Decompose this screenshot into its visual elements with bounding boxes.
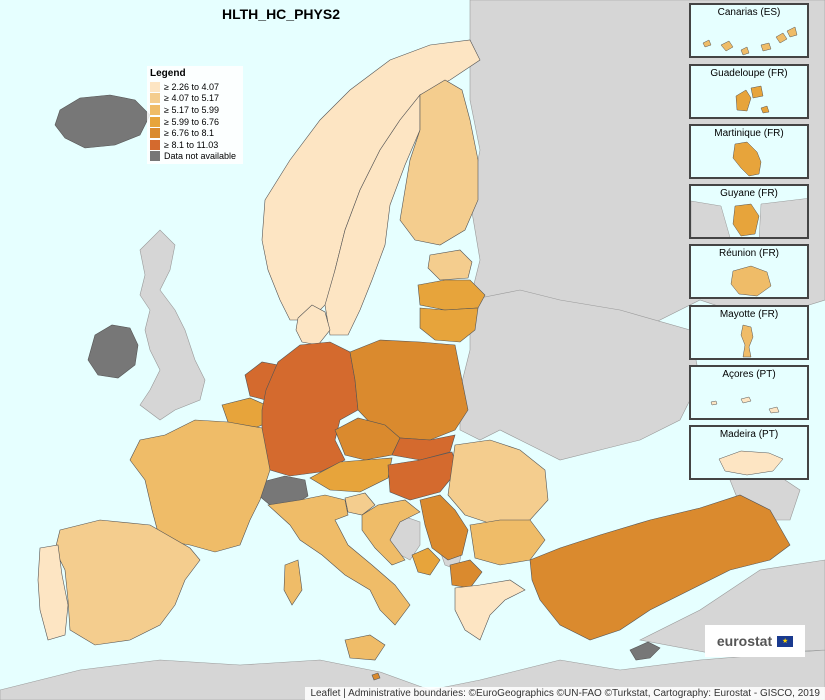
- country-north-macedonia: [449, 559, 483, 589]
- data-not-available-regions: [54, 94, 661, 661]
- country-lithuania: [419, 307, 479, 343]
- inset-shape: [740, 324, 754, 358]
- country-portugal: [37, 544, 69, 641]
- legend-item: ≥ 8.1 to 11.03: [150, 139, 240, 151]
- inset-shape: [691, 198, 807, 237]
- legend-swatch: [150, 139, 160, 150]
- legend-swatch: [150, 93, 160, 104]
- country-spain: [54, 519, 201, 646]
- country-greece: [454, 579, 526, 641]
- inset-shape: [735, 85, 770, 114]
- country-france: [129, 419, 271, 553]
- ireland: [87, 324, 139, 379]
- inset-acores[interactable]: Açores (PT): [689, 365, 809, 420]
- legend-swatch: [150, 151, 160, 162]
- country-finland: [399, 79, 479, 246]
- inset-madeira[interactable]: Madeira (PT): [689, 425, 809, 480]
- country-serbia: [419, 494, 469, 561]
- legend-item: ≥ 6.76 to 8.1: [150, 127, 240, 139]
- legend-item: ≥ 5.17 to 5.99: [150, 104, 240, 116]
- country-italy-sardinia: [283, 559, 303, 606]
- inset-shape: [718, 450, 784, 476]
- legend-label: ≥ 2.26 to 4.07: [164, 81, 219, 92]
- eu-countries[interactable]: [37, 39, 791, 681]
- inset-label: Martinique (FR): [714, 128, 784, 139]
- eu-flag-icon: ★: [777, 635, 794, 647]
- cyprus: [629, 641, 661, 661]
- map-title: HLTH_HC_PHYS2: [222, 6, 340, 22]
- legend-item: ≥ 5.99 to 6.76: [150, 116, 240, 128]
- country-malta: [371, 672, 381, 681]
- legend-label: Data not available: [164, 151, 237, 162]
- legend-swatch: [150, 116, 160, 127]
- country-estonia: [427, 249, 473, 281]
- legend-swatch: [150, 81, 160, 92]
- country-romania: [447, 439, 549, 526]
- country-croatia: [361, 499, 421, 566]
- map-attribution[interactable]: Leaflet | Administrative boundaries: ©Eu…: [305, 687, 825, 700]
- country-bulgaria: [469, 519, 546, 566]
- inset-label: Madeira (PT): [719, 429, 779, 440]
- inset-label: Guadeloupe (FR): [710, 68, 788, 79]
- inset-shape: [710, 396, 780, 414]
- inset-reunion[interactable]: Réunion (FR): [689, 244, 809, 299]
- legend-label: ≥ 6.76 to 8.1: [164, 128, 214, 139]
- country-denmark: [295, 304, 331, 346]
- inset-mayotte[interactable]: Mayotte (FR): [689, 305, 809, 360]
- country-latvia: [417, 279, 486, 311]
- legend-label: ≥ 8.1 to 11.03: [164, 139, 219, 150]
- legend-label: ≥ 4.07 to 5.17: [164, 93, 219, 104]
- legend-title: Legend: [150, 68, 186, 79]
- inset-label: Guyane (FR): [720, 188, 778, 199]
- country-italy-sicily: [344, 634, 386, 661]
- legend: Legend ≥ 2.26 to 4.07 ≥ 4.07 to 5.17 ≥ 5…: [147, 66, 243, 165]
- inset-label: Réunion (FR): [718, 248, 780, 259]
- country-hungary: [387, 451, 459, 501]
- legend-swatch: [150, 128, 160, 139]
- inset-label: Mayotte (FR): [719, 309, 779, 320]
- inset-label: Açores (PT): [722, 369, 776, 380]
- legend-label: ≥ 5.99 to 6.76: [164, 116, 219, 127]
- country-italy: [267, 494, 411, 626]
- inset-martinique[interactable]: Martinique (FR): [689, 124, 809, 179]
- inset-shape: [732, 141, 762, 177]
- inset-shape: [730, 265, 772, 297]
- country-sweden: [324, 94, 421, 336]
- inset-label: Canarias (ES): [717, 7, 781, 18]
- country-poland: [349, 339, 469, 441]
- legend-item: ≥ 2.26 to 4.07: [150, 81, 240, 93]
- eurostat-logo: eurostat ★: [705, 625, 805, 657]
- inset-guadeloupe[interactable]: Guadeloupe (FR): [689, 64, 809, 119]
- legend-label: ≥ 5.17 to 5.99: [164, 104, 219, 115]
- inset-guyane[interactable]: Guyane (FR): [689, 184, 809, 239]
- logo-text: eurostat: [716, 633, 773, 649]
- country-slovenia: [344, 492, 376, 516]
- legend-item: Data not available: [150, 151, 240, 163]
- country-montenegro: [411, 547, 441, 576]
- inset-canarias[interactable]: Canarias (ES): [689, 3, 809, 58]
- iceland: [54, 94, 151, 149]
- country-turkey: [529, 494, 791, 641]
- legend-item: ≥ 4.07 to 5.17: [150, 93, 240, 105]
- inset-shape: [702, 26, 798, 56]
- legend-swatch: [150, 104, 160, 115]
- country-germany: [261, 341, 359, 477]
